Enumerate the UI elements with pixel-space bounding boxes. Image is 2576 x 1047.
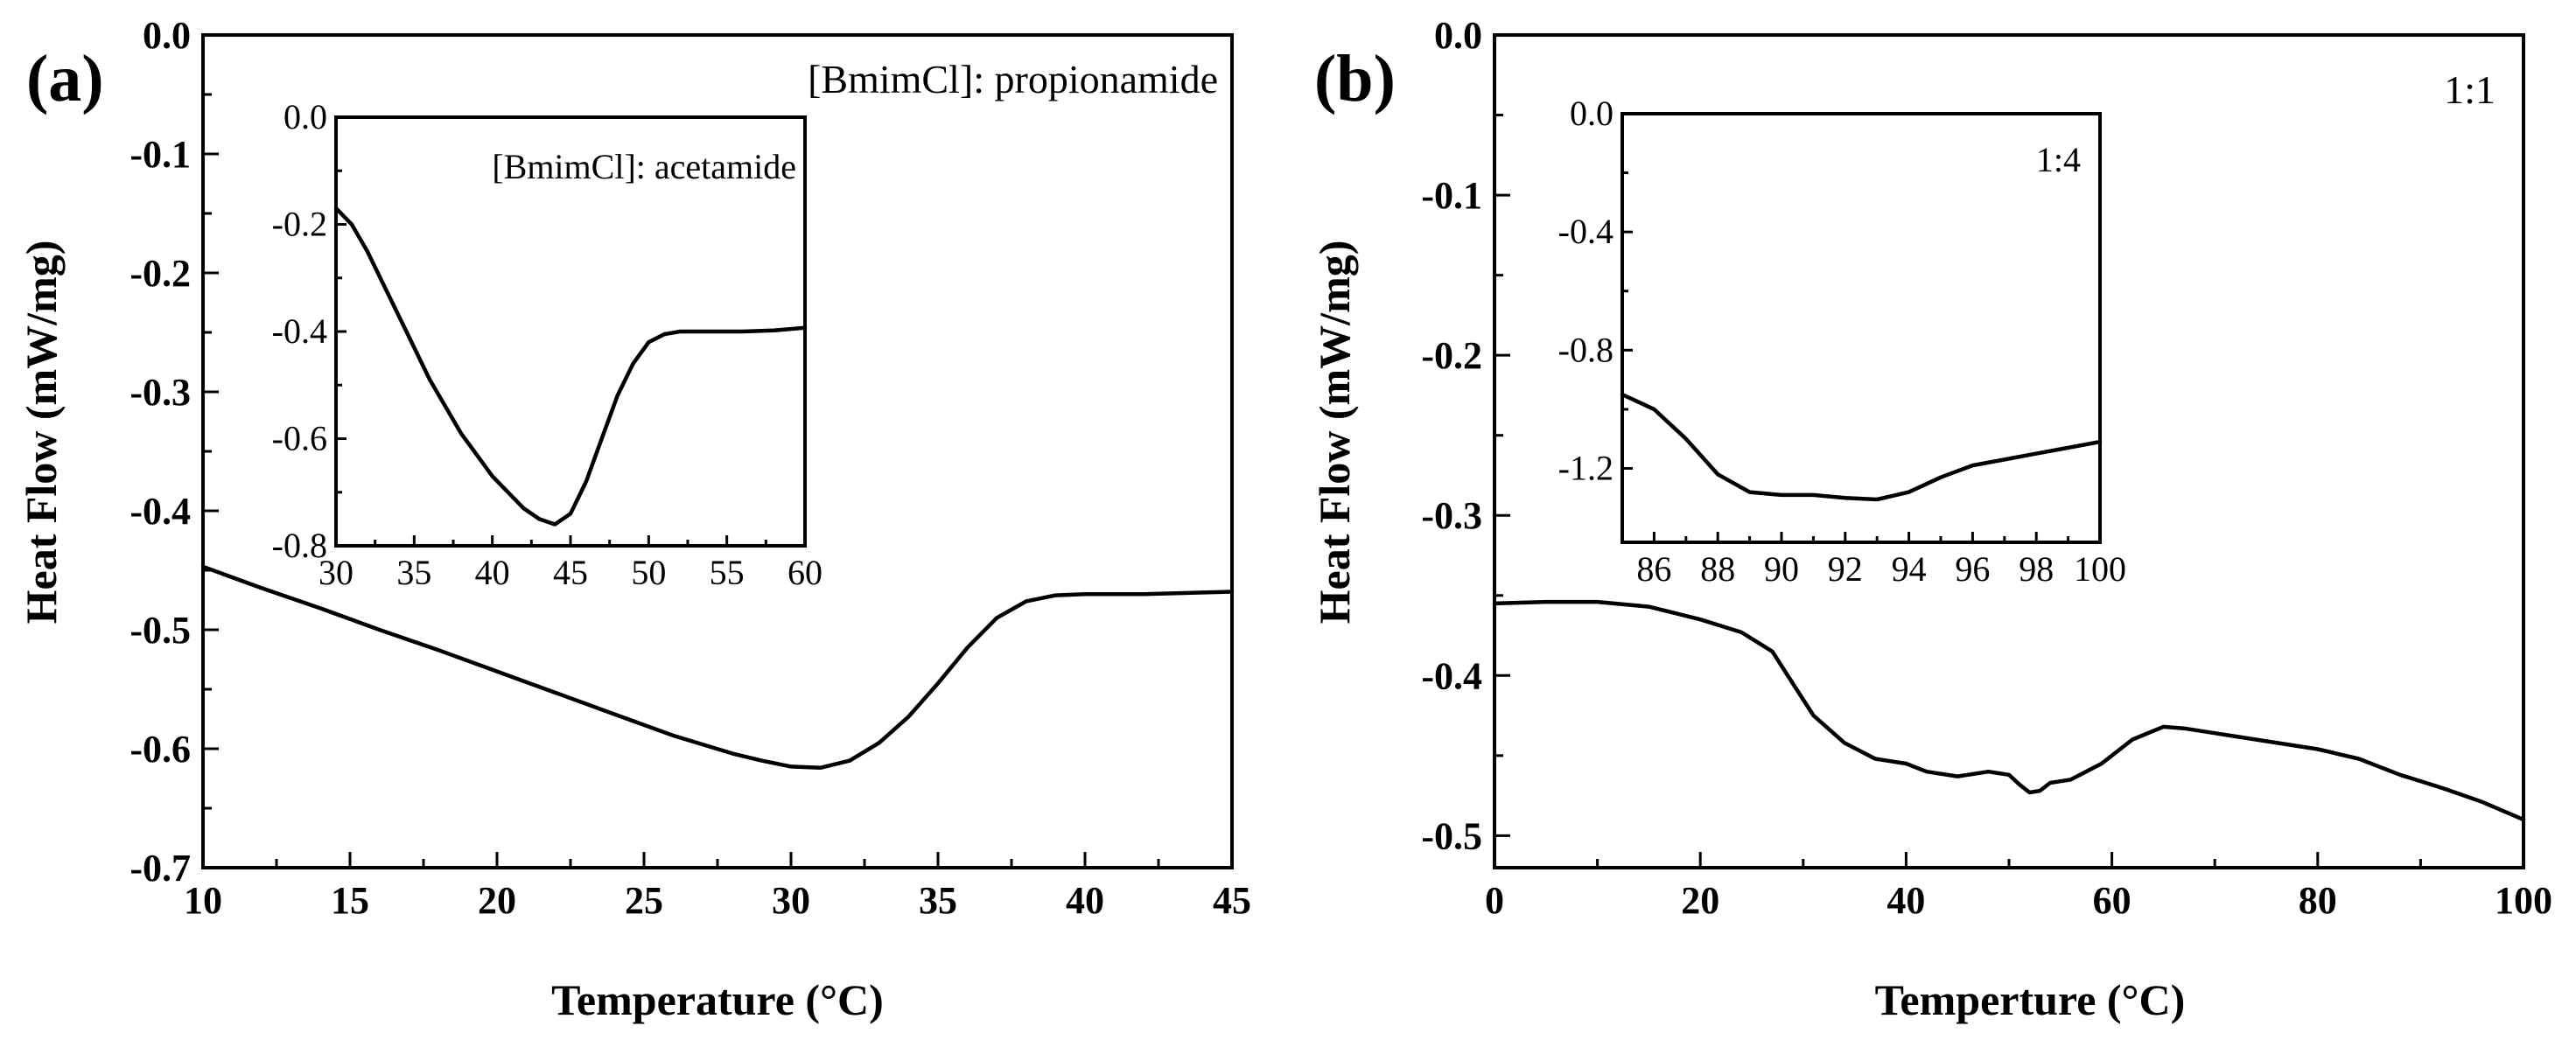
panel-a-inset-annotation: [BmimCl]: acetamide [492,147,796,186]
y-tick-label: -0.1 [130,133,191,176]
y-tick-label: 0.0 [143,14,191,57]
panel-b: (b) Heat Flow (mW/mg) Temperture (°C) 0 2… [1310,14,2552,1024]
x-tick-label: 30 [318,553,354,592]
panel-b-ylabel: Heat Flow (mW/mg) [1310,241,1359,625]
x-tick-label: 98 [2019,549,2054,589]
y-tick-label: -0.4 [130,490,191,533]
x-tick-label: 60 [788,553,822,592]
x-tick-label: 10 [184,879,222,922]
x-tick-label: 35 [919,879,957,922]
panel-a-inset-frame [334,115,807,548]
y-tick-label: -0.3 [130,371,191,414]
x-tick-label: 20 [478,879,516,922]
x-tick-label: 15 [331,879,369,922]
panel-a-ytick-labels: 0.0 -0.1 -0.2 -0.3 -0.4 -0.5 -0.6 -0.7 [130,14,191,890]
panel-b-inset-frame [1620,112,2102,544]
x-tick-label: 50 [631,553,666,592]
y-tick-label: 0.0 [1434,14,1482,57]
panel-a-annotation: [BmimCl]: propionamide [808,57,1218,101]
x-tick-label: 100 [2074,549,2126,589]
y-tick-label: -0.2 [130,252,191,295]
panel-a: (a) Heat Flow (mW/mg) Temperature (°C) 1… [17,14,1251,1024]
y-tick-label: 0.0 [1570,94,1614,133]
x-tick-label: 88 [1700,549,1735,589]
panel-a-ylabel: Heat Flow (mW/mg) [17,241,66,625]
y-tick-label: -0.2 [272,205,327,244]
panel-b-inset-xtick-labels: 86 88 90 92 94 96 98 100 [1636,549,2126,589]
y-tick-label: -0.6 [130,728,191,771]
x-tick-label: 20 [1681,879,1719,922]
panel-b-inset-ytick-labels: 0.0 -0.4 -0.8 -1.2 [1558,94,1614,488]
x-tick-label: 94 [1892,549,1927,589]
x-tick-label: 40 [475,553,510,592]
panel-a-series-line [200,564,1235,771]
x-tick-label: 45 [553,553,588,592]
panel-a-inset-ytick-labels: 0.0 -0.2 -0.4 -0.6 -0.8 [272,97,327,565]
x-tick-label: 90 [1764,549,1799,589]
x-tick-label: 55 [710,553,745,592]
panel-b-inset-annotation: 1:4 [2036,140,2081,179]
panel-a-label: (a) [26,42,104,115]
panel-b-series-line [1492,599,2526,822]
y-tick-label: -0.5 [1421,814,1482,857]
panel-b-inset-series-line [1620,392,2103,502]
panel-b-inset-bg [1622,114,2100,542]
y-tick-label: -0.8 [1558,330,1614,369]
panel-b-plot-frame [1493,33,2525,869]
panel-a-inset-series-line [333,206,808,527]
panel-b-label: (b) [1314,42,1396,115]
x-tick-label: 96 [1955,549,1990,589]
y-tick-label: 0.0 [284,97,327,136]
x-tick-label: 40 [1886,879,1925,922]
x-tick-label: 100 [2495,879,2552,922]
y-tick-label: -0.3 [1421,494,1482,537]
y-tick-label: -0.5 [130,609,191,652]
panel-a-plot-frame [201,33,1234,869]
x-tick-label: 80 [2299,879,2337,922]
panel-b-annotation: 1:1 [2444,67,2496,112]
y-tick-label: -0.2 [1421,334,1482,377]
x-tick-label: 60 [2093,879,2132,922]
x-tick-label: 86 [1636,549,1671,589]
y-tick-label: -0.4 [1558,212,1614,251]
y-tick-label: -0.4 [1421,654,1482,697]
panel-a-inset-xtick-labels: 30 35 40 45 50 55 60 [318,553,822,592]
x-tick-label: 35 [396,553,431,592]
panel-a-xtick-labels: 10 15 20 25 30 35 40 45 [184,879,1251,922]
x-tick-label: 30 [772,879,810,922]
panel-b-ytick-labels: 0.0 -0.1 -0.2 -0.3 -0.4 -0.5 [1421,14,1482,857]
x-tick-label: 45 [1213,879,1251,922]
y-tick-label: -0.8 [272,526,327,565]
y-tick-label: -0.1 [1421,174,1482,217]
y-tick-label: -0.4 [272,311,327,351]
x-tick-label: 92 [1828,549,1863,589]
y-tick-label: -1.2 [1558,449,1614,488]
panel-b-inset: 86 88 90 92 94 96 98 100 0.0 -0.4 -0.8 -1.2 1:4 [1558,94,2126,589]
panel-b-xtick-labels: 0 20 40 60 80 100 [1485,879,2552,922]
x-tick-label: 0 [1485,879,1504,922]
panel-b-xlabel: Temperture (°C) [1875,975,2186,1024]
panel-a-inset: 30 35 40 45 50 55 60 0.0 -0.2 -0.4 -0.6 -0.8 [Bmim… [272,97,822,592]
x-tick-label: 40 [1066,879,1104,922]
panel-a-xlabel: Temperature (°C) [551,975,884,1024]
y-tick-label: -0.6 [272,419,327,458]
y-tick-label: -0.7 [130,847,191,890]
x-tick-label: 25 [625,879,663,922]
